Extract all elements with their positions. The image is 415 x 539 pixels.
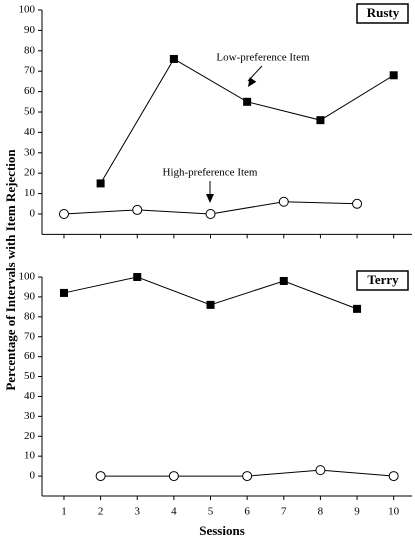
y-tick-label: 80 [24,44,36,56]
marker [243,97,252,106]
y-tick-label: 80 [24,310,36,322]
marker [388,471,399,482]
y-tick-label: 40 [24,126,36,138]
series-line [100,58,394,184]
marker [315,465,326,476]
y-tick-label: 20 [24,430,36,442]
x-tick-label: 8 [318,506,324,518]
x-tick-label: 1 [61,506,67,518]
panel-label: Terry [367,272,399,287]
x-tick-label: 6 [244,506,250,518]
panel-label-box [356,3,409,24]
y-tick-label: 60 [24,350,36,362]
marker [168,471,179,482]
marker [169,54,178,63]
y-tick-label: 30 [24,410,36,422]
x-tick-label: 4 [171,506,177,518]
y-tick-label: 100 [19,4,36,16]
x-tick-label: 5 [208,506,214,518]
x-tick-label: 7 [281,506,287,518]
panel-label: Rusty [367,5,400,20]
marker [206,300,215,309]
marker [389,71,398,80]
marker [278,196,289,207]
y-tick-label: 90 [24,290,36,302]
y-tick-label: 10 [24,187,36,199]
marker [316,116,325,125]
marker [58,209,69,219]
annotation: Low-preference Item [216,52,310,64]
y-tick-label: 0 [30,470,36,482]
y-tick-label: 10 [24,450,36,462]
x-tick-label: 9 [354,506,360,518]
marker [205,209,216,219]
x-tick-label: 10 [388,506,400,518]
marker [279,276,288,285]
y-tick-label: 30 [24,146,36,158]
marker [242,471,253,482]
y-tick-label: 50 [24,370,36,382]
y-tick-label: 100 [19,271,36,283]
marker [133,273,142,281]
marker [353,304,362,313]
arrow-head [248,77,257,87]
marker [59,288,68,297]
y-tick-label: 70 [24,65,36,77]
marker [96,179,105,188]
y-tick-label: 20 [24,167,36,179]
y-tick-label: 40 [24,390,36,402]
arrow-head [206,194,214,203]
y-tick-label: 90 [24,24,36,36]
x-tick-label: 3 [134,506,140,518]
annotation: High-preference Item [163,167,258,179]
marker [352,198,363,209]
y-tick-label: 50 [24,106,36,118]
y-axis-label: Percentage of Intervals with Item Reject… [3,149,18,391]
x-axis-label: Sessions [199,523,245,538]
y-tick-label: 60 [24,85,36,97]
marker [95,471,106,482]
x-tick-label: 2 [98,506,104,518]
y-tick-label: 70 [24,330,36,342]
y-tick-label: 0 [30,208,36,220]
panel-label-box [356,270,409,291]
marker [132,204,143,215]
